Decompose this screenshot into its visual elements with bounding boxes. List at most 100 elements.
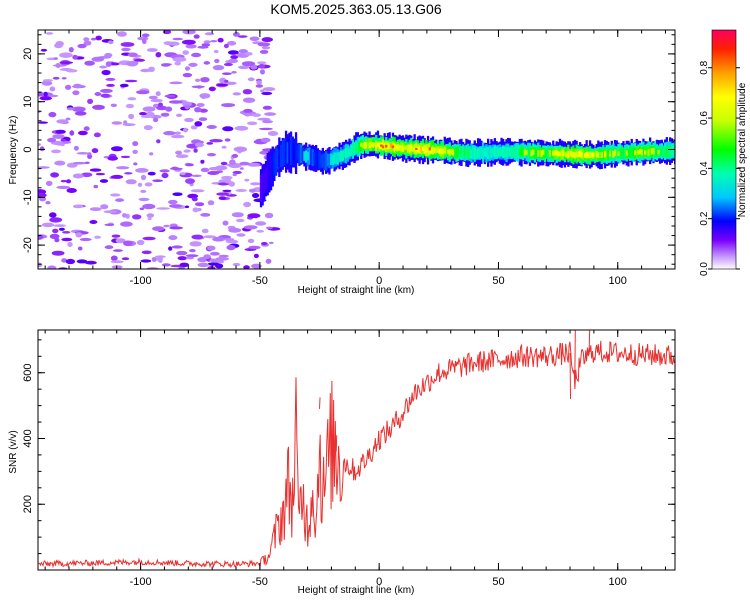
noise-blob — [247, 238, 255, 244]
ridge-cell — [420, 146, 423, 153]
ridge-cell — [333, 152, 336, 164]
noise-blob — [174, 131, 181, 135]
noise-blob — [72, 161, 86, 165]
noise-blob — [250, 182, 261, 186]
noise-blob — [139, 112, 147, 116]
y-tick-label: 20 — [22, 48, 34, 60]
noise-blob — [150, 98, 163, 103]
noise-blob — [111, 146, 123, 152]
ridge-cell — [305, 150, 308, 163]
ridge-cell — [286, 142, 289, 164]
noise-blob — [61, 237, 73, 242]
ridge-cell — [455, 146, 458, 159]
ridge-cell — [645, 148, 648, 156]
noise-blob — [231, 71, 237, 74]
ridge-cell — [441, 148, 445, 155]
noise-blob — [38, 91, 44, 97]
noise-blob — [243, 97, 256, 103]
noise-blob — [194, 121, 203, 127]
noise-blob — [260, 137, 271, 143]
noise-blob — [190, 125, 198, 130]
noise-blob — [125, 79, 138, 83]
ridge-cell — [580, 152, 583, 158]
noise-blob — [140, 174, 147, 181]
ridge-cell — [385, 144, 388, 148]
ridge-cell — [652, 147, 655, 155]
ridge-cell — [336, 152, 339, 165]
noise-blob — [51, 149, 61, 154]
ridge-cell — [598, 148, 602, 161]
ridge-cell — [410, 144, 413, 151]
noise-blob — [122, 213, 127, 218]
noise-blob — [209, 139, 223, 143]
noise-blob — [155, 255, 166, 258]
snr-spike — [335, 435, 338, 452]
ridge-cell — [423, 146, 426, 153]
ridge-cell — [650, 148, 653, 155]
noise-blob — [100, 93, 111, 98]
noise-blob — [116, 166, 130, 170]
ridge-cell — [573, 152, 577, 159]
y-tick-label: -10 — [22, 189, 34, 205]
ridge-cell — [366, 139, 370, 150]
ridge-cell — [590, 152, 593, 158]
ridge-cell — [403, 145, 406, 150]
noise-blob — [41, 222, 55, 228]
noise-blob — [91, 56, 105, 62]
ridge-cell — [346, 145, 349, 158]
ridge-cell — [263, 169, 266, 194]
ridge-cell — [488, 147, 491, 158]
noise-blob — [261, 46, 271, 50]
noise-blob — [121, 47, 131, 52]
noise-blob — [105, 61, 112, 67]
ridge-cell — [612, 150, 615, 158]
noise-blob — [106, 83, 115, 87]
noise-blob — [110, 103, 118, 108]
noise-blob — [91, 148, 99, 154]
noise-blob — [222, 72, 232, 75]
ridge-cell — [490, 148, 493, 158]
noise-blob — [149, 152, 154, 156]
noise-blob — [238, 65, 250, 70]
noise-blob — [73, 83, 82, 89]
ridge-cell — [470, 149, 473, 159]
x-tick-label: 50 — [492, 576, 504, 588]
noise-blob — [243, 108, 253, 113]
noise-blob — [215, 256, 230, 261]
ridge-cell — [413, 145, 416, 152]
noise-blob — [45, 180, 53, 187]
noise-blob — [262, 120, 273, 124]
ridge-cell — [308, 147, 311, 165]
noise-blob — [203, 235, 216, 239]
ridge-cell — [446, 149, 450, 154]
noise-blob — [81, 172, 93, 178]
ridge-cell — [279, 144, 283, 168]
noise-blob — [94, 235, 101, 239]
ridge-cell — [567, 151, 570, 158]
noise-blob — [168, 199, 178, 205]
ridge-cell — [657, 149, 660, 155]
ridge-cell — [266, 164, 269, 183]
ridge-cell — [672, 144, 675, 157]
ridge-cell — [659, 146, 662, 156]
noise-blob — [248, 245, 261, 250]
noise-blob — [214, 58, 220, 64]
noise-blob — [74, 111, 87, 116]
snr-spike — [574, 330, 576, 383]
noise-blob — [224, 79, 229, 83]
noise-blob — [94, 92, 102, 96]
noise-blob — [156, 139, 161, 144]
noise-blob — [47, 265, 57, 269]
ridge-cell — [553, 150, 557, 156]
noise-blob — [232, 170, 242, 175]
ridge-cell — [487, 146, 490, 160]
ridge-cell — [358, 141, 361, 153]
ridge-cell — [450, 148, 453, 155]
noise-blob — [107, 156, 118, 161]
ridge-cell — [644, 150, 647, 155]
noise-blob — [188, 62, 198, 67]
ridge-cell — [625, 150, 628, 156]
snr-spike — [588, 330, 591, 355]
ridge-cell — [565, 151, 568, 158]
ridge-cell — [264, 167, 268, 189]
